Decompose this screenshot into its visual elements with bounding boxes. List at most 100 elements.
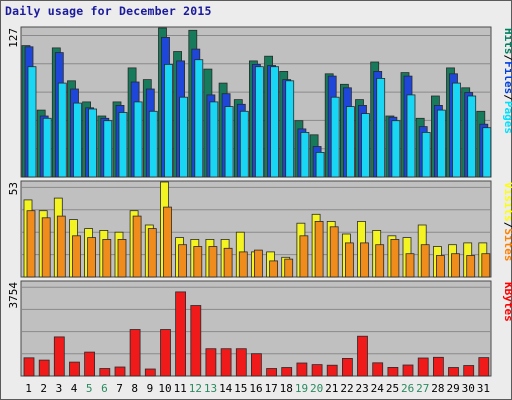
bar-sites-1 xyxy=(26,210,36,278)
ymax-label: 3754 xyxy=(7,282,20,309)
chart-title: Daily usage for December 2015 xyxy=(5,4,212,18)
bar-pages-30 xyxy=(467,95,477,178)
bar-sites-20 xyxy=(314,220,324,278)
bar-sites-17 xyxy=(269,260,279,278)
bar-pages-16 xyxy=(254,66,264,178)
bar-sites-14 xyxy=(223,247,233,278)
bar-pages-6 xyxy=(103,120,113,178)
day-label-31: 31 xyxy=(477,382,490,395)
bar-pages-27 xyxy=(421,131,431,178)
bar-kbytes-27 xyxy=(417,357,429,377)
series-sites xyxy=(26,206,491,278)
day-label-15: 15 xyxy=(234,382,247,395)
day-label-20: 20 xyxy=(310,382,323,395)
day-label-2: 2 xyxy=(40,382,47,395)
day-label-28: 28 xyxy=(431,382,444,395)
bar-pages-2 xyxy=(42,117,52,178)
day-label-8: 8 xyxy=(131,382,138,395)
bar-pages-31 xyxy=(482,127,492,178)
bar-pages-25 xyxy=(391,120,401,178)
bar-sites-13 xyxy=(208,246,218,278)
bar-sites-10 xyxy=(163,206,172,278)
bar-sites-30 xyxy=(466,255,476,278)
bar-sites-29 xyxy=(451,253,460,278)
legend-separator: / xyxy=(502,55,512,62)
bar-sites-12 xyxy=(193,246,203,278)
legend-files: Files xyxy=(502,61,512,94)
bar-pages-28 xyxy=(436,109,446,178)
bar-sites-16 xyxy=(253,249,263,278)
bar-kbytes-7 xyxy=(114,366,126,377)
ymax-label: 53 xyxy=(7,182,20,195)
day-label-18: 18 xyxy=(280,382,293,395)
day-label-25: 25 xyxy=(386,382,399,395)
panel-kbytes: 3754 KBytes xyxy=(7,280,512,377)
bar-pages-11 xyxy=(179,96,189,178)
bar-kbytes-10 xyxy=(160,329,171,377)
day-label-29: 29 xyxy=(446,382,459,395)
day-label-12: 12 xyxy=(189,382,202,395)
legend: Hits/Files/Pages xyxy=(502,28,512,134)
day-label-6: 6 xyxy=(101,382,108,395)
bar-pages-29 xyxy=(452,82,461,178)
bar-pages-20 xyxy=(315,151,325,178)
bar-pages-24 xyxy=(376,78,386,178)
bar-kbytes-22 xyxy=(341,357,353,377)
day-label-11: 11 xyxy=(174,382,187,395)
bar-kbytes-25 xyxy=(387,366,399,377)
bar-kbytes-14 xyxy=(220,348,232,377)
bar-sites-9 xyxy=(147,228,157,278)
day-label-21: 21 xyxy=(325,382,338,395)
bar-pages-13 xyxy=(209,101,219,178)
bar-sites-5 xyxy=(87,237,96,278)
day-label-5: 5 xyxy=(86,382,93,395)
bar-sites-26 xyxy=(405,253,415,278)
bar-sites-11 xyxy=(178,244,188,278)
series-pages xyxy=(27,59,492,178)
bar-kbytes-13 xyxy=(205,348,217,377)
bar-pages-5 xyxy=(88,108,97,178)
bar-pages-19 xyxy=(300,131,310,178)
bar-kbytes-23 xyxy=(357,335,368,377)
panel-visits-sites: 53 Visits/Sites xyxy=(7,180,512,278)
day-label-9: 9 xyxy=(147,382,154,395)
bar-pages-12 xyxy=(194,59,204,178)
bar-sites-4 xyxy=(72,235,81,278)
legend: Visits/Sites xyxy=(502,182,512,262)
day-label-19: 19 xyxy=(295,382,308,395)
day-label-4: 4 xyxy=(71,382,78,395)
bar-kbytes-20 xyxy=(311,364,323,377)
bar-kbytes-26 xyxy=(402,364,414,377)
bar-kbytes-19 xyxy=(296,362,308,377)
bar-pages-21 xyxy=(330,96,340,178)
bar-kbytes-30 xyxy=(463,365,475,377)
day-label-22: 22 xyxy=(340,382,353,395)
bar-kbytes-1 xyxy=(23,357,35,377)
bar-pages-7 xyxy=(118,112,128,178)
day-label-24: 24 xyxy=(371,382,385,395)
bar-pages-3 xyxy=(57,82,67,178)
bar-sites-23 xyxy=(360,242,369,278)
bar-pages-22 xyxy=(345,106,355,178)
bar-sites-31 xyxy=(481,253,491,278)
bar-pages-18 xyxy=(285,80,295,178)
bar-kbytes-8 xyxy=(129,329,141,377)
bar-sites-2 xyxy=(41,217,51,278)
legend-hits: Hits xyxy=(502,28,512,55)
bar-kbytes-5 xyxy=(84,351,95,377)
bar-sites-7 xyxy=(117,238,127,278)
legend-visits: Visits xyxy=(502,182,512,222)
bar-pages-9 xyxy=(148,110,158,178)
bar-kbytes-28 xyxy=(432,356,444,377)
bar-kbytes-18 xyxy=(281,367,293,377)
day-label-14: 14 xyxy=(219,382,233,395)
day-label-1: 1 xyxy=(25,382,32,395)
bar-kbytes-16 xyxy=(250,353,262,377)
day-label-17: 17 xyxy=(265,382,278,395)
bar-pages-4 xyxy=(73,102,82,178)
bar-pages-10 xyxy=(164,64,173,178)
bar-kbytes-21 xyxy=(326,364,338,377)
day-label-30: 30 xyxy=(462,382,475,395)
